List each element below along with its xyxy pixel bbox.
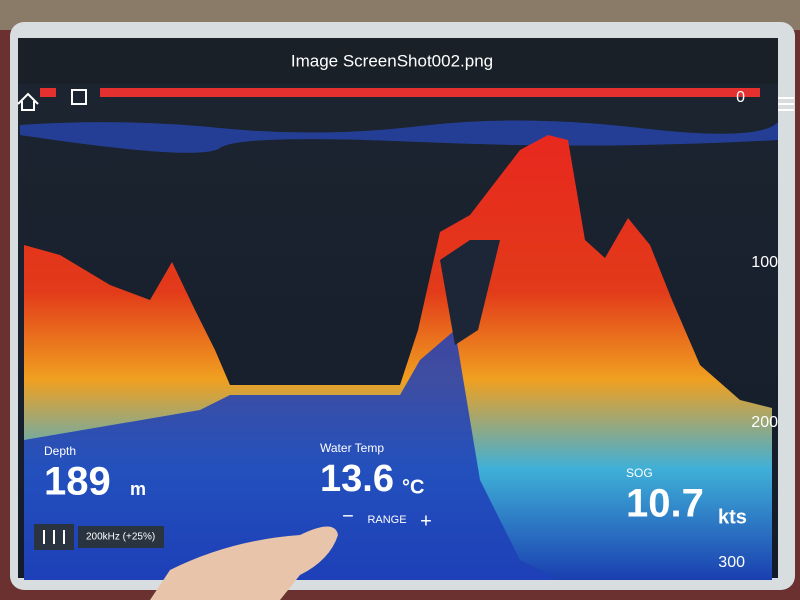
settings-icon xyxy=(43,530,65,544)
title: Image ScreenShot002.png xyxy=(291,51,493,70)
sog-readout-unit: kts xyxy=(718,506,747,528)
range-plus[interactable]: + xyxy=(420,510,432,532)
surface-band-left xyxy=(40,88,56,97)
frequency-chip[interactable] xyxy=(78,526,164,548)
range-minus[interactable]: − xyxy=(342,505,354,527)
temp-readout-value: 13.6 xyxy=(320,458,394,500)
depth-readout-value: 189 xyxy=(44,460,111,504)
temp-readout-label: Water Temp xyxy=(320,441,384,455)
depth-readout-unit: m xyxy=(130,479,146,499)
depth-readout-label: Depth xyxy=(44,444,76,458)
home-icon[interactable] xyxy=(17,92,39,111)
screenshot-icon[interactable] xyxy=(71,89,87,105)
surface-band xyxy=(100,88,760,97)
title-bar xyxy=(18,38,778,84)
sog-readout-label: SOG xyxy=(626,466,653,480)
sog-readout-value: 10.7 xyxy=(626,482,704,526)
frequency-label: 200kHz (+25%) xyxy=(86,532,155,543)
menu-icon[interactable] xyxy=(778,97,794,111)
depth-label: 0 xyxy=(736,89,745,106)
hand xyxy=(150,526,338,600)
depth-label: 300 xyxy=(718,554,745,571)
range-label: RANGE xyxy=(367,514,406,526)
temp-readout-unit: °C xyxy=(402,476,424,498)
depth-label: 200 xyxy=(751,414,778,431)
sub-bottom xyxy=(24,330,560,580)
noise-band xyxy=(20,120,778,153)
depth-label: 100 xyxy=(751,254,778,271)
shadow-gap xyxy=(440,240,500,345)
